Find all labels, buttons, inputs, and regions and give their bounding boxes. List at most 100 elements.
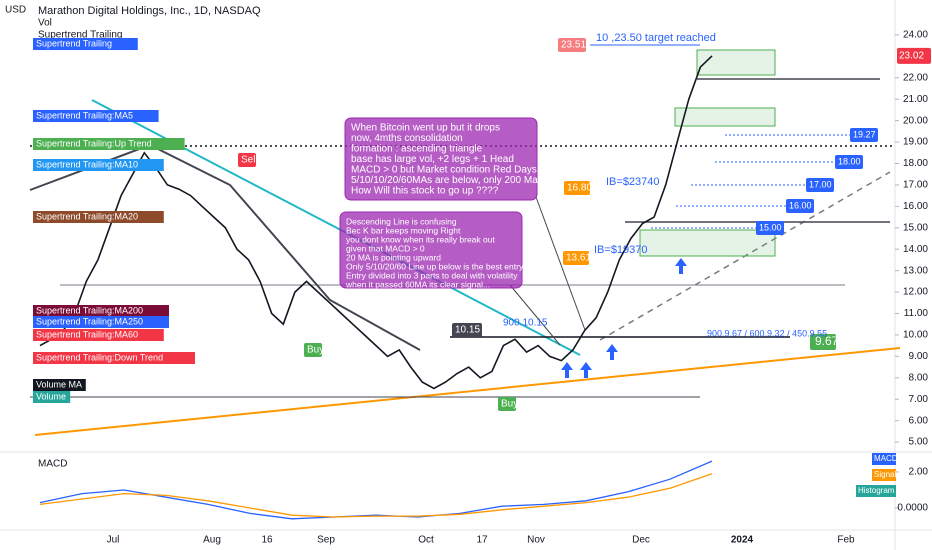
price-tag-label: 9.67 (815, 334, 839, 348)
indicator-label-bg (33, 316, 169, 328)
x-tick-label: Jul (107, 535, 120, 546)
note-line: 5/10/10/20/60MAs are below, only 200 Ma (351, 175, 538, 186)
y-tick-label: 21.00 (903, 94, 928, 105)
note-line: Entry divided into 3 parts to deal with … (346, 270, 518, 280)
annotation-tag: 23.51 (561, 40, 586, 51)
indicator-label: Volume (36, 391, 66, 401)
indicator-label: Supertrend Trailing:MA250 (36, 316, 143, 326)
up-arrow (580, 362, 592, 378)
note-line: Descending Line is confusing (346, 216, 457, 226)
y-tick-label: 24.00 (903, 30, 928, 41)
note-line: When Bitcoin went up but it drops (351, 123, 500, 134)
note-line: when it passed 60MA its clear signal... (345, 279, 490, 289)
y-tick-label: 22.00 (903, 72, 928, 83)
macd-legend: Histogram (858, 486, 895, 495)
x-tick-label: 17 (476, 535, 488, 546)
macd-title: MACD (38, 459, 67, 470)
indicator-label: Volume MA (36, 379, 82, 389)
indicator-label-bg (33, 352, 195, 364)
target-zone (674, 107, 776, 127)
target-bg (756, 221, 784, 235)
indicator-label-bg (33, 329, 164, 341)
note-pointer (509, 284, 561, 346)
indicator-label-bg (33, 159, 164, 171)
x-tick-label: 16 (261, 535, 273, 546)
target-bg (786, 199, 814, 213)
buy-signal: Buy (307, 345, 324, 356)
macd-tick-label: 2.00 (909, 467, 929, 478)
indicator-label-bg (33, 138, 185, 150)
y-tick-label: 16.00 (903, 201, 928, 212)
y-tick-label: 9.00 (909, 351, 929, 362)
indicator-label: Supertrend Trailing:MA10 (36, 159, 138, 169)
indicator-label: Supertrend Trailing:Up Trend (36, 138, 152, 148)
note-line: MACD > 0 but Market condition Red Days a… (351, 165, 556, 176)
up-arrow (606, 344, 618, 360)
up-arrow (561, 362, 573, 378)
y-tick-label: 20.00 (903, 115, 928, 126)
x-tick-label: Sep (317, 535, 335, 546)
annotation-tag: 10.15 (455, 325, 480, 336)
up-arrow (675, 258, 687, 274)
indicator-label: Supertrend Trailing:MA20 (36, 211, 138, 221)
annotation: IB=$23740 (606, 176, 660, 188)
indicator-label: Supertrend Trailing:MA200 (36, 305, 143, 315)
note-pointer (535, 196, 586, 331)
indicator-label-bg (33, 211, 164, 223)
indicator-label-bg (33, 305, 169, 317)
macd-legend-bg (856, 485, 896, 497)
macd-legend-bg (872, 453, 896, 465)
note-box (339, 211, 523, 289)
y-tick-label: 18.00 (903, 158, 928, 169)
target-label: 16.00 (789, 200, 812, 210)
y-tick-label: 15.00 (903, 222, 928, 233)
annotation: 10 ,23.50 target reached (596, 32, 716, 44)
target-label: 18.00 (838, 156, 861, 166)
subtitle: Vol (38, 18, 52, 29)
subtitle: Supertrend Trailing (38, 30, 123, 41)
price-tag-label: 23.02 (899, 51, 924, 62)
note-line: formation : ascending triangle (351, 144, 483, 155)
y-tick-label: 10.00 (903, 330, 928, 341)
y-tick-label: 14.00 (903, 244, 928, 255)
target-bg (835, 155, 863, 169)
note-line: Bec K bar keeps moving Right (346, 225, 461, 235)
note-box (344, 117, 538, 201)
currency-label: USD (5, 5, 26, 16)
annotation-tag: 16.80 (567, 183, 592, 194)
target-label: 17.00 (809, 179, 832, 189)
x-tick-label: Aug (203, 535, 221, 546)
y-tick-label: 13.00 (903, 265, 928, 276)
indicator-label-bg (33, 38, 138, 50)
buy-signal-bg (304, 343, 322, 357)
target-bg (850, 128, 878, 142)
indicator-label-bg (33, 391, 71, 403)
annotation: 900.10.15 (503, 318, 548, 329)
sell-signal: Sell (241, 155, 258, 166)
chart-title: Marathon Digital Holdings, Inc., 1D, NAS… (38, 5, 261, 17)
x-tick-label: Dec (632, 535, 650, 546)
x-tick-label: Oct (418, 535, 434, 546)
target-bg (806, 178, 834, 192)
indicator-label: Supertrend Trailing:MA60 (36, 329, 138, 339)
ascending-trendline (34, 347, 901, 436)
indicator-label-bg (33, 110, 159, 122)
buy-signal-bg (498, 397, 516, 411)
y-tick-label: 17.00 (903, 180, 928, 191)
note-line: you dont know when its really break out (346, 234, 495, 244)
indicator-label-bg (33, 379, 86, 391)
annotation-tag: 13.61 (566, 253, 591, 264)
note-line: Only 5/10/20/60 Line up below is the bes… (346, 261, 524, 271)
x-tick-label: Nov (527, 535, 545, 546)
y-tick-label: 7.00 (909, 394, 929, 405)
macd-line (39, 473, 713, 518)
target-label: 19.27 (853, 129, 876, 139)
y-tick-label: 19.00 (903, 137, 928, 148)
macd-tick-label: 0.0000 (897, 503, 928, 514)
price-tag (897, 47, 931, 64)
note-line: 20 MA is pointing upward (346, 252, 441, 262)
target-zone (639, 229, 776, 257)
macd-legend-bg (872, 469, 896, 481)
y-tick-label: 8.00 (909, 372, 929, 383)
